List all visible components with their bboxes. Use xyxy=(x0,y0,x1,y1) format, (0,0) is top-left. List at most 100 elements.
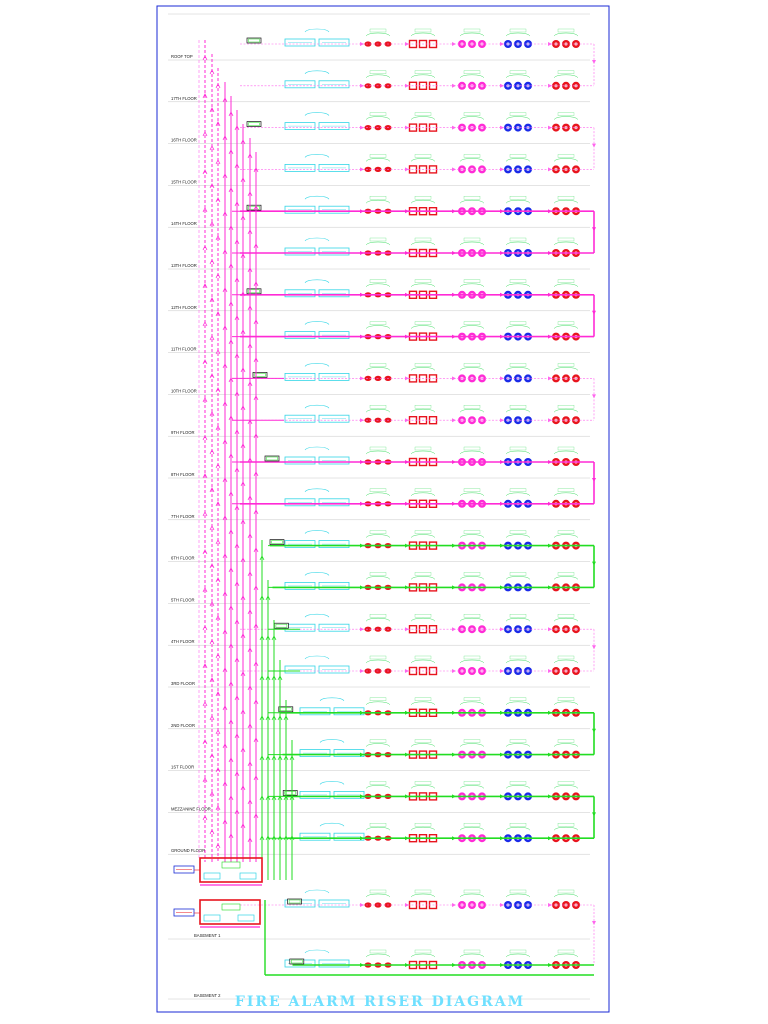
riser-arrow xyxy=(253,167,259,173)
device-tag xyxy=(414,530,432,534)
flow-arrow xyxy=(452,543,456,548)
riser-arrow xyxy=(215,349,221,355)
manual-call-point-group xyxy=(408,363,438,383)
flow-arrow xyxy=(548,83,552,88)
riser-arrow xyxy=(202,245,208,251)
riser-arrow xyxy=(209,69,215,75)
flow-arrow xyxy=(500,167,504,172)
riser-arrow xyxy=(234,277,240,283)
device-brace xyxy=(505,367,531,371)
heat-detector-group xyxy=(458,739,486,759)
flow-arrow xyxy=(548,251,552,255)
device-brace xyxy=(365,534,391,538)
strobe-group xyxy=(552,446,580,466)
riser-arrow xyxy=(209,449,215,455)
device-brace xyxy=(410,785,436,789)
device-tag xyxy=(414,949,432,954)
riser-arrow xyxy=(202,435,208,441)
device-brace xyxy=(553,116,579,120)
device-tag xyxy=(414,279,432,283)
riser-arrow xyxy=(228,681,234,687)
riser-arrow xyxy=(222,667,228,673)
device-brace xyxy=(365,199,391,204)
device-brace xyxy=(365,826,391,831)
strobe-group xyxy=(552,363,580,383)
riser-arrow xyxy=(247,799,253,805)
riser-arrow xyxy=(222,705,228,711)
flow-arrow xyxy=(360,585,364,590)
flow-arrow xyxy=(548,585,552,590)
riser-arrow xyxy=(228,415,234,421)
device-tag xyxy=(414,28,432,33)
riser-arrow xyxy=(277,675,283,681)
riser-arrow xyxy=(271,635,277,641)
floor-label: 3RD FLOOR xyxy=(171,681,195,686)
control-module-box xyxy=(284,582,316,590)
flow-arrow xyxy=(452,418,456,423)
floor-row: 16TH FLOOR xyxy=(168,112,596,170)
module-brace xyxy=(304,321,330,325)
device-brace xyxy=(553,241,579,246)
riser-arrow xyxy=(253,737,259,743)
riser-arrow xyxy=(253,433,259,439)
device-brace xyxy=(410,450,436,455)
device-tag xyxy=(557,237,575,242)
device-brace xyxy=(553,158,579,162)
sounder-group xyxy=(504,363,532,383)
device-tag xyxy=(463,196,481,200)
heat-detector-group xyxy=(458,614,486,634)
device-tag xyxy=(557,363,575,367)
strobe-group xyxy=(552,488,580,508)
flow-arrow xyxy=(500,903,504,907)
flow-arrow xyxy=(452,125,456,130)
riser-arrow xyxy=(202,283,208,289)
riser-arrow xyxy=(253,813,259,819)
flow-arrow xyxy=(405,963,409,967)
floor-label: 13TH FLOOR xyxy=(171,263,197,268)
device-brace xyxy=(505,158,531,162)
riser-arrow xyxy=(234,657,240,663)
riser-arrow xyxy=(271,715,277,721)
strobe-group xyxy=(552,196,580,216)
device-brace xyxy=(459,408,485,413)
monitor-module-box xyxy=(318,540,350,548)
loop-isolator-tag xyxy=(246,204,262,211)
riser-arrow xyxy=(215,387,221,393)
device-tag xyxy=(509,446,527,451)
device-tag xyxy=(369,739,387,743)
riser-arrow xyxy=(222,819,228,825)
module-brace xyxy=(304,949,330,954)
smoke-detector-group xyxy=(364,488,392,507)
device-tag xyxy=(509,949,527,954)
device-brace xyxy=(505,116,531,120)
riser-arrow xyxy=(247,609,253,615)
riser-arrow xyxy=(222,477,228,483)
device-brace xyxy=(505,953,531,958)
device-tag xyxy=(369,655,387,660)
heat-detector-group xyxy=(458,572,486,592)
device-brace xyxy=(410,576,436,580)
device-tag xyxy=(509,823,527,827)
monitor-module-box xyxy=(318,289,350,298)
flow-arrow xyxy=(360,83,364,88)
riser-arrow xyxy=(234,163,240,169)
flow-arrow xyxy=(360,627,364,632)
riser-arrow xyxy=(228,719,234,725)
floor-label: 4TH FLOOR xyxy=(171,639,195,644)
floor-row: BASEMENT 1 xyxy=(168,889,596,965)
sounder-group xyxy=(504,949,532,969)
device-brace xyxy=(459,743,485,747)
flow-arrow xyxy=(500,125,504,130)
flow-arrow xyxy=(592,394,596,399)
flow-arrow xyxy=(500,251,504,255)
interface-modules xyxy=(284,488,350,507)
riser-arrow xyxy=(253,661,259,667)
floor-label: 12TH FLOOR xyxy=(171,305,197,310)
flow-arrow xyxy=(360,963,364,967)
flow-arrow xyxy=(452,963,456,967)
device-tag xyxy=(414,697,432,701)
strobe-group xyxy=(552,949,580,969)
riser-arrow xyxy=(240,595,246,601)
heat-detector-group xyxy=(458,655,486,675)
